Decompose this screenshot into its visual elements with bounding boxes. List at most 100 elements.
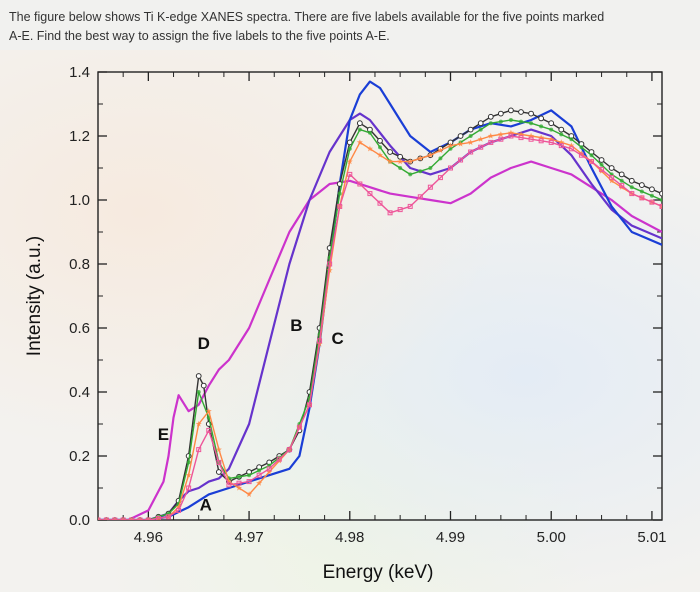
data-point (497, 110, 504, 117)
data-point (649, 186, 655, 193)
data-point (437, 147, 444, 153)
data-point (237, 474, 241, 479)
data-point (236, 484, 242, 491)
data-point (488, 121, 493, 126)
data-point (266, 468, 273, 475)
data-point (599, 162, 604, 167)
data-point (176, 507, 182, 513)
y-axis-label: Intensity (a.u.) (24, 236, 45, 356)
data-point (608, 177, 615, 184)
data-point (145, 517, 151, 520)
data-point (367, 191, 373, 197)
y-tick-label: 1.0 (69, 192, 90, 209)
data-point (397, 207, 403, 213)
data-point (629, 191, 635, 197)
data-point (225, 478, 232, 485)
data-point (366, 145, 373, 152)
x-tick-label: 4.96 (134, 529, 163, 546)
data-point (357, 181, 363, 187)
data-point (548, 139, 554, 145)
data-point (327, 261, 333, 267)
data-point (367, 130, 372, 135)
x-tick-label: 4.97 (234, 529, 263, 546)
data-point (618, 171, 625, 178)
data-point (508, 118, 513, 122)
data-point (457, 133, 464, 139)
data-point (519, 119, 523, 124)
data-point (256, 480, 263, 486)
x-axis-label: Energy (keV) (323, 562, 434, 583)
y-tick-label: 0.4 (69, 384, 90, 401)
data-point (206, 427, 212, 433)
data-point (438, 156, 443, 161)
data-point (195, 373, 202, 379)
data-point (538, 134, 545, 141)
data-point (246, 491, 253, 497)
data-point (599, 167, 605, 173)
data-point (103, 517, 109, 520)
data-point (629, 185, 634, 190)
data-point (387, 158, 394, 165)
data-point (618, 184, 625, 190)
data-point (346, 158, 353, 165)
data-point (437, 175, 443, 181)
series-6 (98, 129, 662, 520)
data-point (488, 139, 494, 145)
data-point (378, 145, 382, 150)
data-point (200, 382, 207, 389)
data-point (467, 139, 474, 145)
annotation-E: E (158, 425, 169, 444)
data-point (558, 143, 564, 149)
question-line-2: A-E. Find the best way to assign the fiv… (9, 29, 390, 43)
data-point (579, 145, 584, 150)
data-point (215, 469, 222, 475)
data-point (256, 472, 262, 478)
data-point (257, 468, 262, 473)
data-point (137, 517, 143, 520)
data-point (236, 480, 242, 486)
data-point (196, 447, 202, 453)
series-2 (98, 112, 662, 520)
data-point (608, 165, 615, 171)
data-point (129, 517, 135, 520)
data-point (276, 456, 282, 462)
series-5-line (98, 119, 662, 520)
y-tick-label: 0.8 (69, 256, 90, 273)
data-point (487, 132, 494, 139)
data-point (549, 127, 554, 132)
data-point (387, 149, 393, 155)
data-point (518, 109, 524, 115)
data-point (356, 120, 363, 127)
y-tick-label: 1.2 (69, 128, 90, 145)
annotation-A: A (200, 495, 212, 514)
x-tick-label: 4.99 (436, 529, 465, 546)
data-point (186, 460, 191, 465)
data-point (427, 184, 433, 190)
chart-axes: 4.96 4.97 4.98 4.99 5.00 5.01 0.0 0.2 0.4 0.6 0.8 1… (69, 64, 666, 546)
data-point (397, 158, 404, 165)
data-point (659, 190, 662, 197)
y-tick-label: 0.0 (69, 512, 90, 529)
data-point (296, 424, 302, 430)
data-point (417, 194, 423, 200)
data-point (357, 127, 362, 132)
data-point (559, 132, 564, 137)
series-1 (98, 160, 662, 520)
data-point (558, 126, 565, 133)
data-point (205, 408, 212, 414)
data-point (317, 338, 323, 344)
data-point (569, 137, 574, 142)
data-point (598, 168, 605, 174)
data-point (427, 152, 434, 158)
annotation-B: B (290, 316, 302, 335)
data-point (478, 144, 484, 150)
data-point (166, 514, 171, 520)
data-point (518, 135, 524, 141)
data-point (628, 177, 635, 184)
data-point (112, 517, 118, 520)
data-point (326, 267, 333, 273)
data-point (417, 155, 424, 161)
data-point (528, 132, 535, 139)
series-7-line (98, 135, 662, 520)
series-2-line (98, 112, 662, 520)
